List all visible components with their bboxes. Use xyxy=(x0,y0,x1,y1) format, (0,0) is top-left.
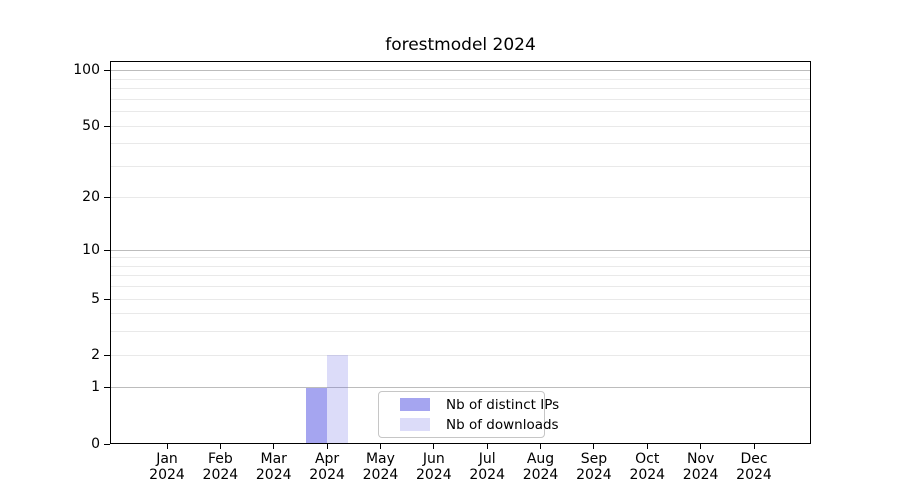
x-tick-mark xyxy=(219,444,221,449)
x-tick-month: Dec xyxy=(740,451,768,467)
legend-swatch-distinct-ips xyxy=(400,398,430,411)
x-tick-month: Jun xyxy=(422,451,445,467)
minor-gridline xyxy=(111,143,810,145)
x-tick-month: Nov xyxy=(686,451,715,467)
x-tick-label: Dec 2024 xyxy=(709,451,799,483)
x-tick-year: 2024 xyxy=(149,467,185,483)
x-tick-label: Aug 2024 xyxy=(496,451,586,483)
x-tick-mark xyxy=(326,444,328,449)
minor-gridline xyxy=(111,298,810,300)
x-tick-label: Feb 2024 xyxy=(175,451,265,483)
x-tick-label: Apr 2024 xyxy=(282,451,372,483)
x-tick-mark xyxy=(166,444,168,449)
minor-gridline xyxy=(111,275,810,277)
y-tick-mark xyxy=(104,125,110,127)
x-tick-year: 2024 xyxy=(522,467,559,483)
x-tick-month: May xyxy=(365,451,395,467)
y-tick-label: 100 xyxy=(73,62,100,79)
x-tick-mark xyxy=(379,444,381,449)
y-tick-label: 20 xyxy=(82,189,100,206)
major-gridline xyxy=(111,387,810,389)
x-tick-label: Jul 2024 xyxy=(442,451,532,483)
minor-gridline xyxy=(111,125,810,127)
y-tick-mark xyxy=(104,70,110,72)
x-tick-month: Mar xyxy=(260,451,287,467)
major-gridline xyxy=(111,249,810,251)
minor-gridline xyxy=(111,286,810,288)
minor-gridline xyxy=(111,257,810,259)
x-tick-month: Sep xyxy=(580,451,608,467)
x-tick-year: 2024 xyxy=(682,467,719,483)
x-tick-year: 2024 xyxy=(469,467,505,483)
x-tick-year: 2024 xyxy=(202,467,239,483)
x-tick-label: Mar 2024 xyxy=(229,451,319,483)
x-tick-mark xyxy=(486,444,488,449)
minor-gridline xyxy=(111,78,810,80)
x-tick-mark xyxy=(646,444,648,449)
legend-label-distinct-ips: Nb of distinct IPs xyxy=(446,396,560,413)
minor-gridline xyxy=(111,88,810,90)
x-tick-month: Aug xyxy=(526,451,555,467)
x-tick-mark xyxy=(273,444,275,449)
minor-gridline xyxy=(111,197,810,199)
x-tick-month: Apr xyxy=(314,451,340,467)
x-tick-year: 2024 xyxy=(415,467,452,483)
x-tick-month: Jan xyxy=(156,451,178,467)
y-tick-label: 10 xyxy=(82,241,100,258)
y-tick-label: 1 xyxy=(91,379,100,396)
major-gridline xyxy=(111,70,810,72)
x-tick-year: 2024 xyxy=(362,467,399,483)
legend-item-distinct-ips: Nb of distinct IPs xyxy=(400,395,559,415)
x-tick-mark xyxy=(540,444,542,449)
minor-gridline xyxy=(111,111,810,113)
minor-gridline xyxy=(111,165,810,167)
minor-gridline xyxy=(111,354,810,356)
x-tick-month: Oct xyxy=(635,451,660,467)
x-tick-label: Nov 2024 xyxy=(656,451,746,483)
x-tick-label: Oct 2024 xyxy=(602,451,692,483)
x-tick-mark xyxy=(753,444,755,449)
minor-gridline xyxy=(111,313,810,315)
chart-title: forestmodel 2024 xyxy=(385,35,536,55)
legend-swatch-downloads xyxy=(400,418,430,431)
x-tick-year: 2024 xyxy=(309,467,345,483)
x-tick-mark xyxy=(700,444,702,449)
minor-gridline xyxy=(111,98,810,100)
x-tick-month: Feb xyxy=(207,451,233,467)
x-tick-year: 2024 xyxy=(576,467,612,483)
x-tick-label: Jun 2024 xyxy=(389,451,479,483)
legend-item-downloads: Nb of downloads xyxy=(400,415,559,435)
x-tick-year: 2024 xyxy=(629,467,666,483)
bar-nb-of-distinct-ips-apr xyxy=(306,387,328,444)
legend-label-downloads: Nb of downloads xyxy=(446,416,559,433)
minor-gridline xyxy=(111,331,810,333)
legend: Nb of distinct IPs Nb of downloads xyxy=(378,391,559,438)
minor-gridline xyxy=(111,265,810,267)
y-tick-label: 50 xyxy=(82,117,100,134)
y-tick-mark xyxy=(104,354,110,356)
x-tick-label: Sep 2024 xyxy=(549,451,639,483)
y-tick-mark xyxy=(104,387,110,389)
x-tick-label: May 2024 xyxy=(335,451,425,483)
bar-nb-of-downloads-apr xyxy=(327,355,349,444)
y-tick-label: 5 xyxy=(91,290,100,307)
x-tick-mark xyxy=(433,444,435,449)
x-tick-label: Jan 2024 xyxy=(122,451,212,483)
x-tick-mark xyxy=(593,444,595,449)
y-tick-label: 0 xyxy=(91,435,100,452)
y-tick-label: 2 xyxy=(91,346,100,363)
y-tick-mark xyxy=(104,249,110,251)
x-tick-year: 2024 xyxy=(255,467,292,483)
y-tick-mark xyxy=(104,197,110,199)
y-tick-mark xyxy=(104,443,110,445)
x-tick-month: Jul xyxy=(478,451,496,467)
x-tick-year: 2024 xyxy=(736,467,772,483)
y-tick-mark xyxy=(104,298,110,300)
